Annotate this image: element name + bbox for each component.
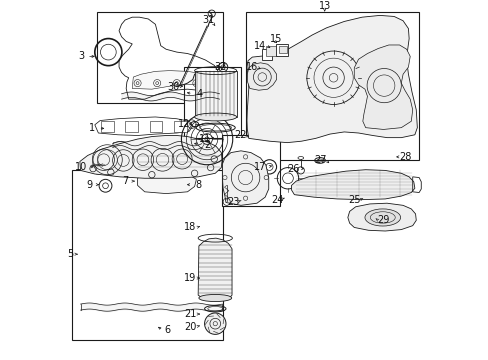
Polygon shape xyxy=(222,151,268,205)
Text: 11: 11 xyxy=(198,134,210,144)
Ellipse shape xyxy=(364,209,400,226)
Bar xyxy=(183,67,241,138)
Text: 22: 22 xyxy=(234,130,246,140)
Text: 15: 15 xyxy=(270,33,282,44)
Text: 20: 20 xyxy=(184,321,196,332)
Bar xyxy=(97,12,223,103)
Bar xyxy=(125,121,138,132)
Text: 1: 1 xyxy=(89,123,95,133)
Polygon shape xyxy=(80,135,222,178)
Polygon shape xyxy=(291,170,414,200)
Text: 18: 18 xyxy=(184,222,196,233)
Bar xyxy=(72,170,223,340)
Bar xyxy=(222,135,280,206)
Polygon shape xyxy=(198,238,231,299)
Text: 17: 17 xyxy=(254,162,266,172)
Text: 30: 30 xyxy=(167,82,180,92)
Text: 10: 10 xyxy=(75,162,87,172)
Text: 7: 7 xyxy=(122,176,128,186)
Bar xyxy=(265,46,276,56)
Text: 8: 8 xyxy=(195,180,201,190)
Text: 23: 23 xyxy=(227,198,240,207)
Bar xyxy=(194,71,236,117)
Circle shape xyxy=(204,313,225,334)
Polygon shape xyxy=(246,15,416,143)
Bar xyxy=(246,12,418,160)
Bar xyxy=(261,49,272,60)
Bar xyxy=(275,44,287,56)
Text: 14: 14 xyxy=(254,41,266,51)
Polygon shape xyxy=(132,71,214,89)
Text: 27: 27 xyxy=(313,155,326,165)
Polygon shape xyxy=(353,45,412,130)
Ellipse shape xyxy=(194,113,236,121)
Text: 16: 16 xyxy=(245,62,257,72)
Text: 31: 31 xyxy=(202,15,214,25)
Text: 29: 29 xyxy=(377,215,389,225)
Bar xyxy=(149,121,162,132)
Text: 24: 24 xyxy=(270,195,283,204)
Text: 28: 28 xyxy=(399,152,411,162)
Polygon shape xyxy=(137,172,196,194)
Ellipse shape xyxy=(199,294,231,302)
Text: 26: 26 xyxy=(287,164,299,174)
Text: 25: 25 xyxy=(348,195,361,204)
Text: 19: 19 xyxy=(184,273,196,283)
Text: 2: 2 xyxy=(203,140,210,150)
Text: 21: 21 xyxy=(184,309,196,319)
Text: 4: 4 xyxy=(197,89,203,99)
Text: 6: 6 xyxy=(164,325,171,335)
Text: 9: 9 xyxy=(86,180,92,190)
Bar xyxy=(278,46,286,53)
Text: 32: 32 xyxy=(214,62,226,72)
Text: 13: 13 xyxy=(318,1,330,12)
Bar xyxy=(101,121,114,132)
Polygon shape xyxy=(347,203,415,231)
Text: 3: 3 xyxy=(78,51,84,61)
Text: 5: 5 xyxy=(66,249,73,259)
Polygon shape xyxy=(247,63,276,90)
Text: 12: 12 xyxy=(177,119,190,129)
Bar xyxy=(174,121,186,132)
